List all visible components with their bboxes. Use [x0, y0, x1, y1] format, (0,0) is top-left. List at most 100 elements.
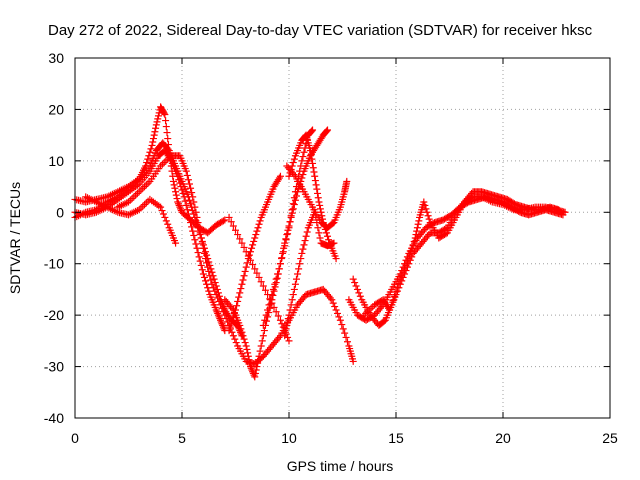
data-point-marker — [254, 224, 262, 232]
data-point-marker — [279, 249, 287, 257]
data-point-marker — [285, 311, 293, 319]
data-point-marker — [241, 267, 249, 275]
data-point-marker — [153, 118, 161, 126]
data-point-marker — [411, 234, 419, 242]
data-point-marker — [311, 172, 319, 180]
data-point-marker — [147, 145, 155, 153]
data-point-marker — [281, 332, 289, 340]
data-point-marker — [398, 277, 406, 285]
tick-labels: 0 5 10 15 20 25 30 20 10 0 -10 -20 -30 -40 — [44, 50, 618, 446]
data-point-marker — [158, 207, 166, 215]
data-point-marker — [292, 275, 300, 283]
chart-title: Day 272 of 2022, Sidereal Day-to-day VTE… — [48, 22, 593, 39]
data-point-marker — [244, 349, 252, 357]
data-point-marker — [151, 128, 159, 136]
data-point-marker — [294, 270, 302, 278]
data-point-marker — [299, 171, 307, 179]
data-point-marker — [174, 198, 182, 206]
data-point-marker — [343, 338, 351, 346]
data-point-marker — [343, 177, 351, 185]
data-point-marker — [261, 316, 269, 324]
data-point-marker — [307, 151, 315, 159]
x-tick-label: 5 — [178, 430, 186, 446]
data-point-marker — [275, 265, 283, 273]
data-point-marker — [215, 313, 223, 321]
data-point-marker — [152, 124, 160, 132]
data-point-marker — [205, 287, 213, 295]
data-point-marker — [336, 316, 344, 324]
data-point-marker — [308, 127, 316, 135]
data-point-marker — [171, 184, 179, 192]
data-point-marker — [176, 179, 184, 187]
data-point-marker — [228, 304, 236, 312]
data-point-marker — [202, 277, 210, 285]
data-point-marker — [255, 352, 263, 360]
data-point-marker — [307, 128, 315, 136]
data-point-marker — [349, 275, 357, 283]
data-point-marker — [413, 227, 421, 235]
data-point-marker — [275, 333, 283, 341]
x-tick-label: 20 — [495, 430, 511, 446]
data-point-marker — [328, 296, 336, 304]
data-point-marker — [197, 261, 205, 269]
data-point-marker — [271, 280, 279, 288]
y-axis-label: SDTVAR / TECUs — [7, 182, 23, 294]
data-point-marker — [281, 328, 289, 336]
data-point-marker — [191, 203, 199, 211]
data-point-marker — [187, 184, 195, 192]
data-point-marker — [274, 270, 282, 278]
data-point-marker — [257, 342, 265, 350]
data-point-marker — [298, 174, 306, 182]
data-point-marker — [314, 224, 322, 232]
data-point-marker — [198, 239, 206, 247]
data-point-marker — [332, 255, 340, 263]
data-point-marker — [272, 308, 280, 316]
data-point-marker — [289, 200, 297, 208]
data-point-marker — [169, 177, 177, 185]
data-point-marker — [316, 201, 324, 209]
data-point-marker — [265, 301, 273, 309]
data-point-marker — [276, 172, 284, 180]
data-point-marker — [188, 189, 196, 197]
data-point-marker — [246, 359, 254, 367]
data-point-marker — [224, 318, 232, 326]
data-point-marker — [318, 212, 326, 220]
y-tick-label: 30 — [48, 50, 64, 66]
data-point-marker — [406, 256, 414, 264]
data-point-marker — [206, 272, 214, 280]
data-point-marker — [259, 282, 267, 290]
data-point-marker — [349, 357, 357, 365]
data-point-marker — [190, 198, 198, 206]
data-point-marker — [288, 296, 296, 304]
data-point-marker — [297, 255, 305, 263]
data-point-marker — [217, 318, 225, 326]
data-point-marker — [283, 321, 291, 329]
data-point-marker — [174, 172, 182, 180]
data-point-marker — [214, 309, 222, 317]
data-point-marker — [162, 217, 170, 225]
data-point-marker — [199, 244, 207, 252]
data-point-marker — [183, 206, 191, 214]
data-point-marker — [162, 123, 170, 131]
x-tick-label: 0 — [71, 430, 79, 446]
data-point-marker — [316, 234, 324, 242]
data-point-marker — [303, 135, 311, 143]
data-point-marker — [164, 135, 172, 143]
data-point-marker — [260, 327, 268, 335]
data-point-marker — [396, 280, 404, 288]
data-point-marker — [252, 366, 260, 374]
data-point-marker — [291, 280, 299, 288]
data-point-marker — [299, 153, 307, 161]
data-point-marker — [174, 200, 182, 208]
data-point-marker — [154, 115, 162, 123]
data-point-marker — [232, 226, 239, 234]
data-point-marker — [208, 280, 216, 288]
data-point-marker — [160, 109, 168, 117]
data-point-marker — [197, 234, 205, 242]
data-point-marker — [278, 254, 286, 262]
data-point-marker — [329, 299, 337, 307]
data-point-marker — [229, 222, 237, 230]
data-point-marker — [284, 315, 292, 323]
data-point-marker — [399, 273, 407, 281]
data-point-marker — [241, 339, 249, 347]
